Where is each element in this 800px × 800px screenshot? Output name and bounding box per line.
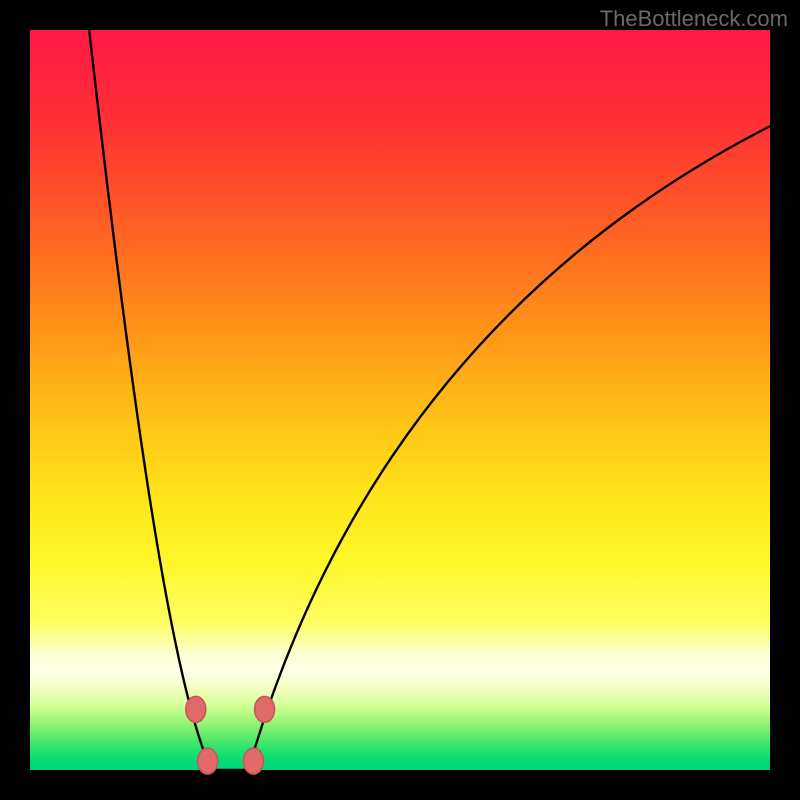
gradient-background	[30, 30, 770, 770]
plot-area	[30, 30, 770, 770]
curve-marker	[198, 748, 218, 774]
curve-marker	[186, 696, 206, 722]
watermark-text: TheBottleneck.com	[600, 6, 788, 32]
curve-marker	[255, 696, 275, 722]
curve-layer	[30, 30, 770, 770]
curve-marker	[243, 748, 263, 774]
